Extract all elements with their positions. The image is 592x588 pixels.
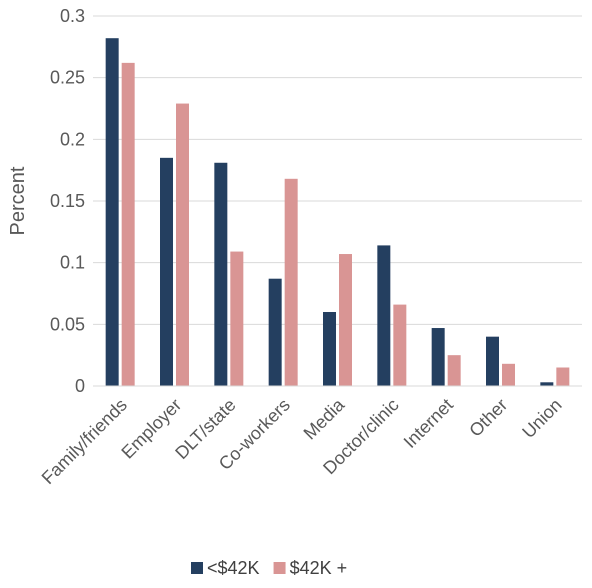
legend-label: $42K + xyxy=(290,558,348,578)
x-tick-label: Media xyxy=(300,394,350,444)
x-tick-labels: Family/friendsEmployerDLT/stateCo-worker… xyxy=(38,394,566,488)
bar xyxy=(540,382,554,386)
bar xyxy=(121,62,135,386)
bar xyxy=(556,367,570,386)
bar xyxy=(447,355,461,386)
bar xyxy=(105,38,119,386)
bar xyxy=(393,304,407,386)
y-tick-label: 0.15 xyxy=(50,191,85,211)
y-tick-label: 0.05 xyxy=(50,314,85,334)
bar xyxy=(176,103,189,387)
legend-label: <$42K xyxy=(207,558,260,578)
bars xyxy=(105,38,570,387)
x-tick-label: Other xyxy=(465,395,511,441)
y-axis-label: Percent xyxy=(7,166,29,235)
legend-swatch xyxy=(273,562,286,574)
legend: <$42K $42K + xyxy=(191,558,347,578)
x-tick-label: Family/friends xyxy=(38,395,131,488)
bar xyxy=(323,312,336,386)
x-tick-label: Internet xyxy=(400,395,457,452)
y-tick-label: 0.3 xyxy=(60,6,85,26)
x-tick-label: Union xyxy=(518,395,565,442)
bar xyxy=(377,245,391,386)
y-tick-label: 0 xyxy=(75,376,85,396)
legend-swatch xyxy=(191,562,203,574)
bar xyxy=(339,254,352,386)
bar xyxy=(486,336,499,386)
bar xyxy=(284,178,298,386)
y-tick-label: 0.2 xyxy=(60,129,85,149)
y-tick-label: 0.1 xyxy=(60,253,85,273)
bar xyxy=(502,363,515,386)
y-tick-labels: 0 0.05 0.1 0.15 0.2 0.25 0.3 xyxy=(50,6,85,396)
bar xyxy=(268,278,282,386)
gridlines xyxy=(93,15,582,325)
bar xyxy=(431,328,445,386)
bar xyxy=(214,162,228,386)
bar xyxy=(230,251,244,386)
bar xyxy=(160,157,173,386)
y-tick-label: 0.25 xyxy=(50,68,85,88)
